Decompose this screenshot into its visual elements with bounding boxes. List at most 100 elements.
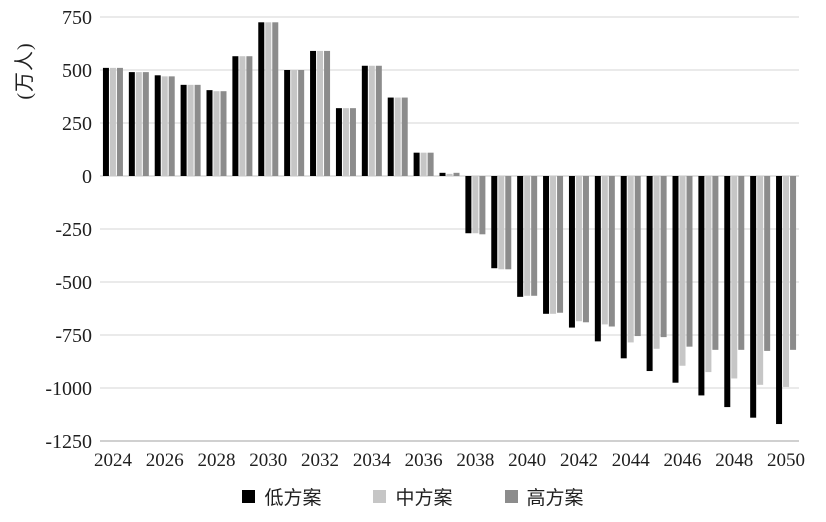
x-tick-label: 2040 — [508, 450, 546, 471]
bar-2047-中方案 — [705, 176, 712, 373]
bar-2040-中方案 — [524, 176, 531, 296]
bar-2031-中方案 — [291, 70, 298, 176]
bar-2045-高方案 — [660, 176, 667, 338]
bar-2043-低方案 — [594, 176, 601, 342]
bar-2033-低方案 — [335, 108, 342, 176]
bar-2030-中方案 — [265, 22, 272, 176]
legend-item-low: 低方案 — [242, 483, 321, 510]
bar-2034-低方案 — [361, 65, 368, 176]
bar-2033-高方案 — [349, 108, 356, 176]
bar-2042-低方案 — [568, 176, 575, 328]
bar-2041-低方案 — [543, 176, 550, 314]
x-tick-label: 2038 — [456, 450, 494, 471]
bar-2048-高方案 — [738, 176, 745, 350]
x-tick-label: 2030 — [249, 450, 287, 471]
bar-2039-中方案 — [498, 176, 505, 270]
bar-2042-中方案 — [575, 176, 582, 322]
bar-2047-高方案 — [712, 176, 719, 350]
bar-2035-高方案 — [401, 97, 408, 176]
bar-2046-低方案 — [672, 176, 679, 383]
bar-2048-中方案 — [731, 176, 738, 379]
legend-item-high: 高方案 — [504, 483, 584, 510]
bar-2032-高方案 — [324, 50, 331, 176]
bar-2036-高方案 — [427, 152, 434, 176]
y-tick-label: 500 — [62, 60, 92, 82]
bar-2038-低方案 — [465, 176, 472, 234]
bar-2050-高方案 — [790, 176, 797, 350]
legend: 低方案 中方案 高方案 — [0, 483, 826, 510]
bar-2037-低方案 — [439, 172, 446, 176]
bar-2034-中方案 — [368, 65, 375, 176]
bar-2045-低方案 — [646, 176, 653, 372]
bar-2045-中方案 — [653, 176, 660, 349]
bar-2032-中方案 — [317, 50, 324, 176]
bar-2040-低方案 — [517, 176, 524, 297]
x-tick-label: 2042 — [560, 450, 598, 471]
bar-2041-中方案 — [550, 176, 557, 314]
bar-2050-低方案 — [776, 176, 783, 425]
bar-2043-中方案 — [601, 176, 608, 325]
bar-2031-低方案 — [284, 70, 291, 176]
x-tick-label: 2036 — [405, 450, 443, 471]
bar-2041-高方案 — [557, 176, 564, 313]
bar-2035-低方案 — [387, 97, 394, 176]
y-axis-title: (万人) — [14, 42, 36, 100]
bar-2028-高方案 — [220, 91, 227, 176]
bar-2027-低方案 — [180, 84, 187, 176]
bar-2024-高方案 — [116, 67, 123, 176]
bar-2027-中方案 — [187, 84, 194, 176]
bar-2049-高方案 — [764, 176, 771, 351]
bar-2037-高方案 — [453, 172, 460, 176]
bar-2025-中方案 — [135, 72, 142, 176]
legend-swatch-mid — [373, 490, 387, 503]
bar-2030-低方案 — [258, 22, 265, 176]
legend-swatch-high — [504, 490, 518, 503]
bar-2025-高方案 — [142, 72, 149, 176]
bar-2044-高方案 — [634, 176, 641, 337]
bar-2043-高方案 — [608, 176, 615, 327]
y-tick-label: 250 — [62, 113, 92, 135]
bar-2050-中方案 — [783, 176, 790, 387]
bar-2040-高方案 — [531, 176, 538, 296]
bar-2038-中方案 — [472, 176, 479, 234]
bar-2048-低方案 — [724, 176, 731, 408]
bar-2036-低方案 — [413, 152, 420, 176]
bar-2028-低方案 — [206, 90, 213, 176]
bar-2029-高方案 — [246, 56, 253, 176]
bar-2031-高方案 — [298, 70, 305, 176]
bar-2034-高方案 — [375, 65, 382, 176]
bar-2039-高方案 — [505, 176, 512, 270]
y-tick-label: 0 — [82, 166, 92, 188]
x-tick-label: 2046 — [664, 450, 702, 471]
bar-2042-高方案 — [582, 176, 589, 323]
legend-item-mid: 中方案 — [373, 483, 453, 510]
y-tick-label: -1250 — [45, 431, 92, 453]
legend-label-low: 低方案 — [264, 488, 322, 509]
bar-2024-低方案 — [102, 67, 109, 176]
bar-2032-低方案 — [310, 50, 317, 176]
x-tick-label: 2034 — [353, 450, 392, 471]
x-tick-label: 2048 — [715, 450, 753, 471]
y-tick-label: -500 — [55, 272, 92, 294]
bar-2026-中方案 — [161, 76, 168, 176]
bar-2033-中方案 — [342, 108, 349, 176]
legend-label-mid: 中方案 — [395, 488, 453, 509]
bar-2047-低方案 — [698, 176, 705, 396]
bar-2036-中方案 — [420, 152, 427, 176]
bar-2038-高方案 — [479, 176, 486, 235]
bar-2035-中方案 — [394, 97, 401, 176]
bar-2049-低方案 — [750, 176, 757, 418]
bar-2049-中方案 — [757, 176, 764, 385]
bar-2029-中方案 — [239, 56, 246, 176]
x-tick-label: 2044 — [612, 450, 651, 471]
bar-2028-中方案 — [213, 91, 220, 176]
x-tick-label: 2028 — [198, 450, 236, 471]
x-tick-label: 2032 — [301, 450, 339, 471]
legend-label-high: 高方案 — [526, 488, 584, 509]
bar-2030-高方案 — [272, 22, 279, 176]
bar-2046-中方案 — [679, 176, 686, 366]
bar-2037-中方案 — [446, 173, 453, 176]
bar-2044-低方案 — [620, 176, 627, 359]
